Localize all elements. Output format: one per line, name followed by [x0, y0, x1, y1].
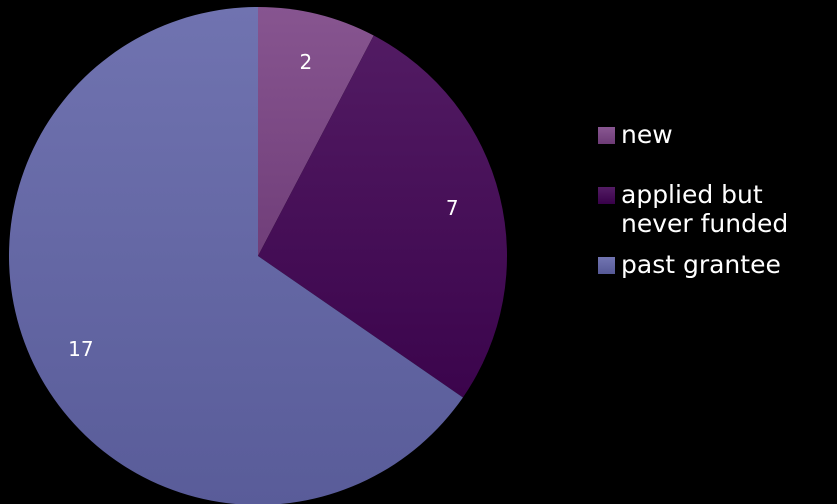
- data-label-past-grantee: 17: [68, 337, 93, 361]
- legend-swatch-past-grantee: [598, 257, 615, 274]
- legend-label-new: new: [621, 120, 673, 149]
- data-label-applied-but-never-funded: 7: [446, 196, 459, 220]
- legend-label-past-grantee: past grantee: [621, 250, 781, 279]
- legend-item-new: new: [598, 120, 833, 149]
- data-label-new: 2: [299, 50, 312, 74]
- legend-swatch-applied-but-never-funded: [598, 187, 615, 204]
- legend-swatch-new: [598, 127, 615, 144]
- legend-label-applied-but-never-funded: applied but never funded: [621, 180, 789, 238]
- legend-item-applied-but-never-funded: applied but never funded: [598, 180, 833, 238]
- pie-slice-new: [258, 7, 374, 256]
- pie-slice-past-grantee: [9, 7, 463, 504]
- legend: new applied but never funded past grante…: [598, 120, 833, 310]
- legend-item-past-grantee: past grantee: [598, 250, 833, 279]
- pie-slice-applied-but-never-funded: [258, 35, 507, 398]
